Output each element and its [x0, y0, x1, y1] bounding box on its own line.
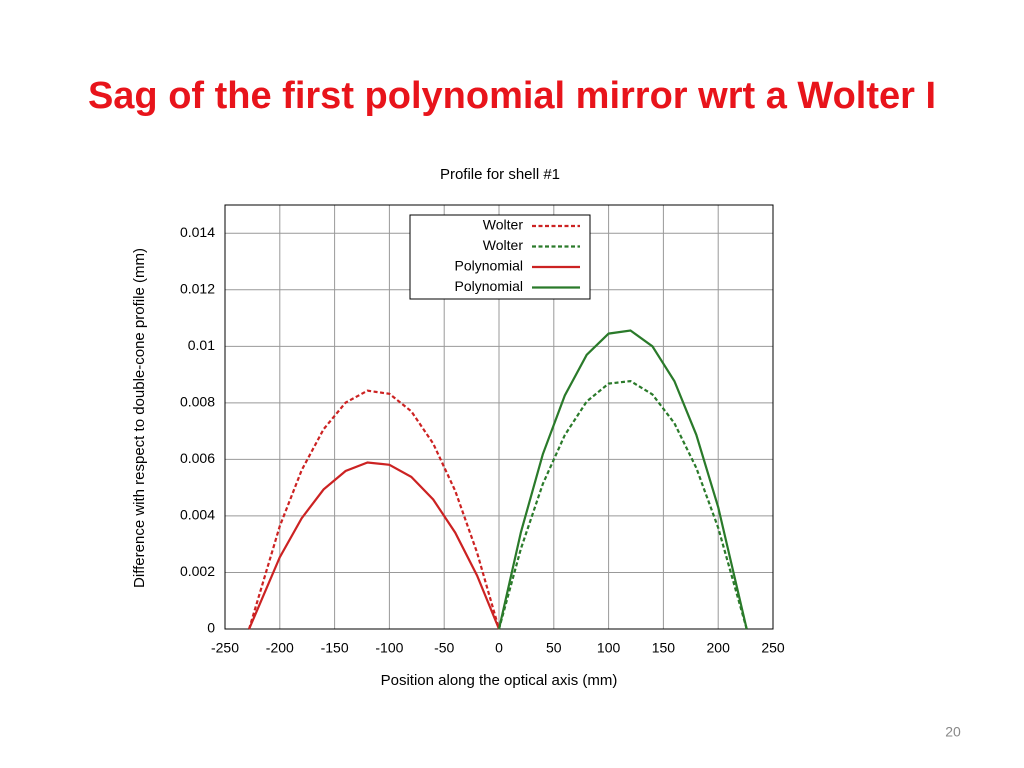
- x-tick-label: 100: [597, 640, 621, 656]
- data-line: [497, 329, 748, 630]
- data-line: [248, 389, 501, 630]
- legend-box: [409, 214, 591, 300]
- y-tick-label: 0.002: [180, 563, 215, 579]
- y-tick-label: 0.012: [180, 281, 215, 297]
- legend-label: Polynomial: [455, 278, 523, 294]
- y-tick-label: 0: [207, 620, 215, 636]
- legend-label: Wolter: [483, 237, 524, 253]
- y-tick-label: 0.014: [180, 224, 215, 240]
- x-tick-label: -250: [211, 640, 239, 656]
- x-tick-label: -200: [266, 640, 294, 656]
- legend-label: Polynomial: [455, 258, 523, 274]
- data-line: [497, 379, 748, 630]
- x-tick-label: -150: [321, 640, 349, 656]
- y-tick-label: 0.01: [188, 337, 215, 353]
- y-tick-label: 0.008: [180, 394, 215, 410]
- chart-title: Profile for shell #1: [440, 166, 560, 183]
- legend-label: Wolter: [483, 217, 524, 233]
- y-axis-label: Difference with respect to double-cone p…: [131, 248, 148, 588]
- x-tick-label: 200: [707, 640, 731, 656]
- x-tick-label: -50: [434, 640, 454, 656]
- x-tick-label: 150: [652, 640, 676, 656]
- data-line: [248, 461, 501, 630]
- x-tick-label: -100: [375, 640, 403, 656]
- x-tick-label: 50: [546, 640, 562, 656]
- y-tick-label: 0.006: [180, 450, 215, 466]
- y-tick-label: 0.004: [180, 507, 215, 523]
- x-tick-label: 250: [761, 640, 785, 656]
- slide-title: Sag of the first polynomial mirror wrt a…: [88, 75, 936, 117]
- x-axis-label: Position along the optical axis (mm): [381, 672, 618, 689]
- page-number: 20: [945, 724, 961, 740]
- x-tick-label: 0: [495, 640, 503, 656]
